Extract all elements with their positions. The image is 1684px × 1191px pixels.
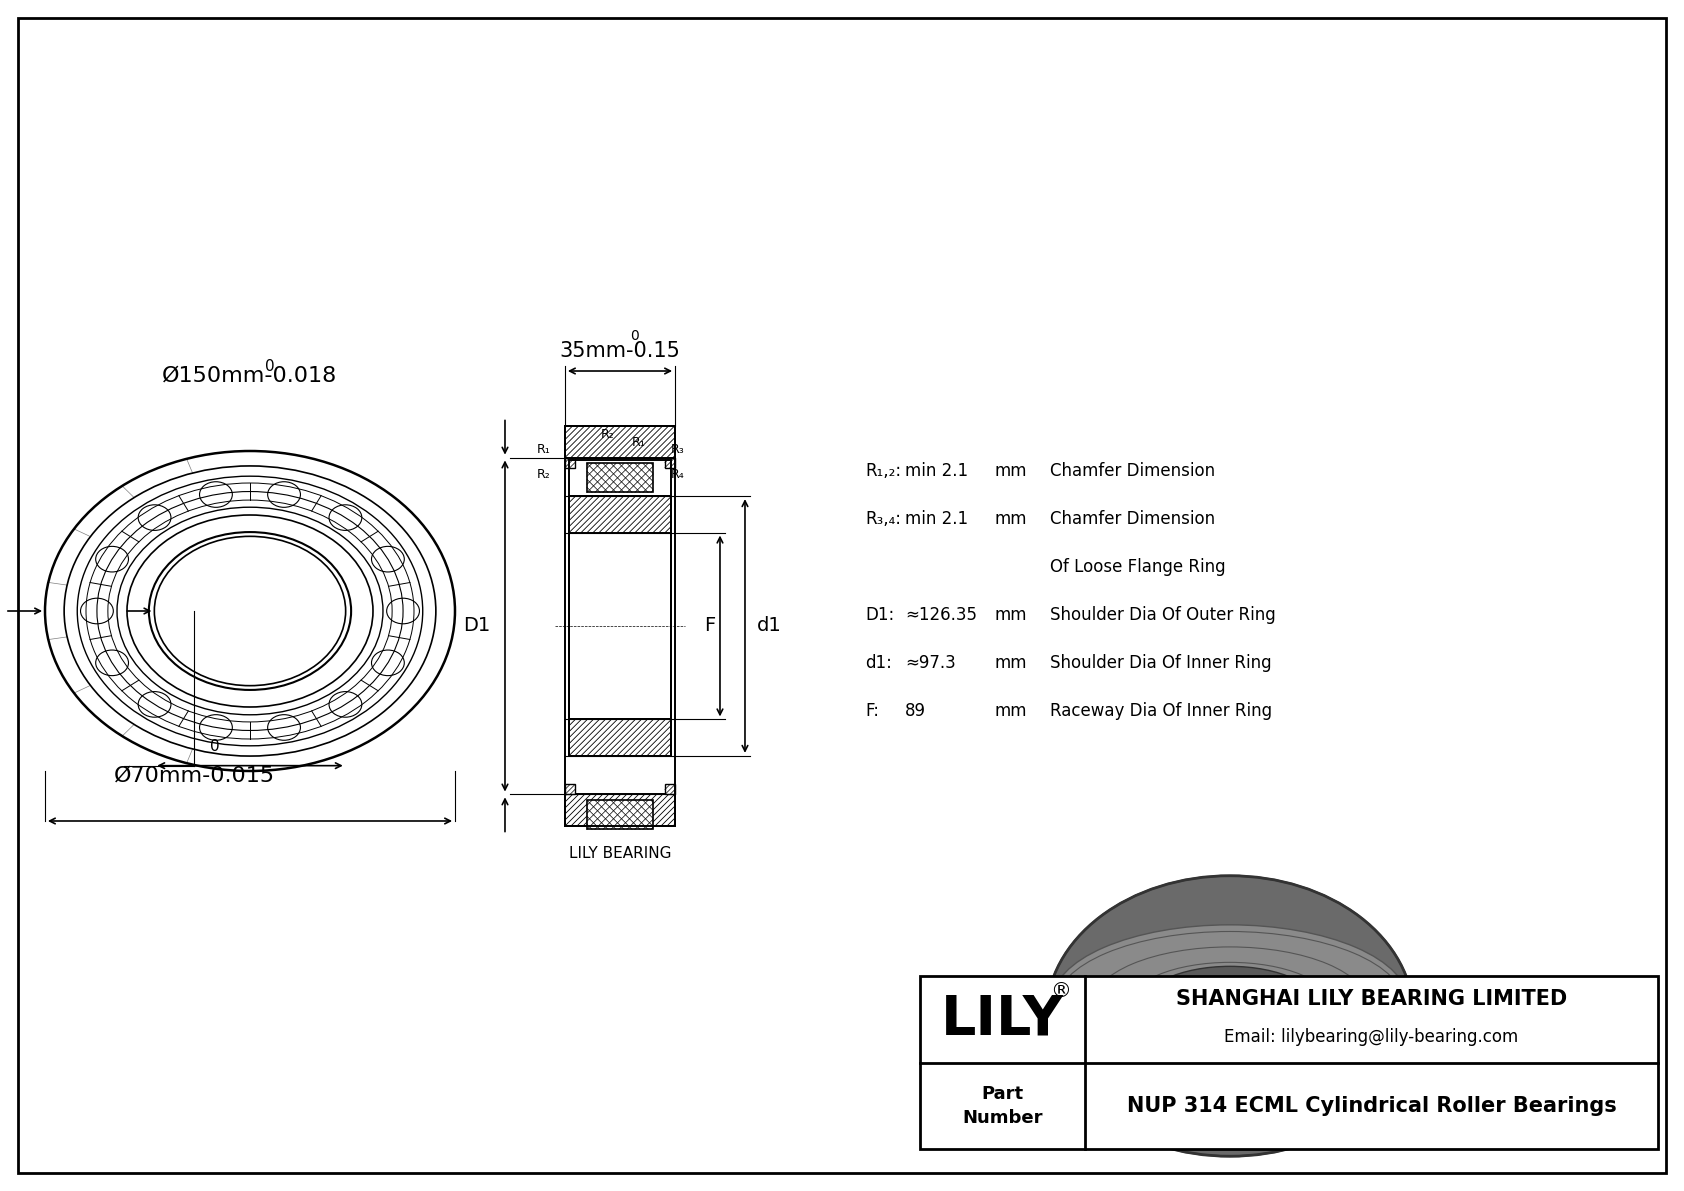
Ellipse shape [1138, 966, 1320, 1052]
Text: 89: 89 [904, 701, 926, 721]
Text: ≈97.3: ≈97.3 [904, 654, 957, 672]
Bar [665, 457, 675, 468]
Polygon shape [1056, 1070, 1404, 1152]
Bar [566, 426, 675, 457]
Text: R₂: R₂ [537, 468, 551, 480]
Bar [566, 426, 675, 827]
Text: R₄: R₄ [670, 468, 685, 480]
Ellipse shape [1052, 925, 1408, 1079]
Text: mm: mm [995, 654, 1027, 672]
Bar [569, 719, 670, 756]
Text: mm: mm [995, 462, 1027, 480]
Bar [665, 785, 675, 794]
Bar [566, 457, 574, 468]
Text: Ø150mm-0.018: Ø150mm-0.018 [162, 366, 337, 386]
Text: F:: F: [866, 701, 879, 721]
Ellipse shape [1170, 987, 1290, 1050]
Text: Chamfer Dimension: Chamfer Dimension [1051, 462, 1216, 480]
Bar [569, 497, 670, 532]
Text: d1:: d1: [866, 654, 893, 672]
Text: Part
Number: Part Number [962, 1085, 1042, 1127]
Text: mm: mm [995, 701, 1027, 721]
Text: NUP 314 ECML Cylindrical Roller Bearings: NUP 314 ECML Cylindrical Roller Bearings [1127, 1096, 1617, 1116]
Bar [588, 463, 653, 492]
Text: LILY: LILY [941, 992, 1064, 1047]
Text: SHANGHAI LILY BEARING LIMITED: SHANGHAI LILY BEARING LIMITED [1175, 990, 1568, 1010]
Text: mm: mm [995, 606, 1027, 624]
Text: 0: 0 [209, 738, 219, 754]
Text: d1: d1 [758, 617, 781, 636]
Bar [588, 800, 653, 829]
Text: min 2.1: min 2.1 [904, 510, 968, 528]
Text: Chamfer Dimension: Chamfer Dimension [1051, 510, 1216, 528]
Text: Ø70mm-0.015: Ø70mm-0.015 [115, 766, 274, 786]
Text: R₁,₂:: R₁,₂: [866, 462, 901, 480]
Text: D1:: D1: [866, 606, 894, 624]
Bar [569, 460, 670, 719]
Bar [919, 975, 1659, 1149]
Text: LILY BEARING: LILY BEARING [569, 846, 672, 861]
Bar [566, 785, 574, 794]
Text: D1: D1 [463, 617, 490, 636]
Text: min 2.1: min 2.1 [904, 462, 968, 480]
Text: ≈126.35: ≈126.35 [904, 606, 977, 624]
Text: Shoulder Dia Of Inner Ring: Shoulder Dia Of Inner Ring [1051, 654, 1271, 672]
Text: Raceway Dia Of Inner Ring: Raceway Dia Of Inner Ring [1051, 701, 1271, 721]
Text: 35mm-0.15: 35mm-0.15 [559, 341, 680, 361]
Text: Of Loose Flange Ring: Of Loose Flange Ring [1051, 559, 1226, 576]
Text: R₁: R₁ [632, 436, 645, 449]
Ellipse shape [1046, 875, 1413, 1156]
Text: 0: 0 [630, 329, 640, 343]
Text: R₁: R₁ [537, 443, 551, 455]
Text: Shoulder Dia Of Outer Ring: Shoulder Dia Of Outer Ring [1051, 606, 1276, 624]
Text: mm: mm [995, 510, 1027, 528]
Text: R₃: R₃ [670, 443, 685, 455]
Bar [569, 497, 670, 756]
Text: R₃,₄:: R₃,₄: [866, 510, 901, 528]
Text: R₂: R₂ [601, 428, 615, 441]
Text: 0: 0 [264, 358, 274, 374]
Text: F: F [704, 617, 716, 636]
Text: Email: lilybearing@lily-bearing.com: Email: lilybearing@lily-bearing.com [1224, 1029, 1519, 1047]
Text: ®: ® [1051, 981, 1071, 1002]
Bar [566, 794, 675, 827]
